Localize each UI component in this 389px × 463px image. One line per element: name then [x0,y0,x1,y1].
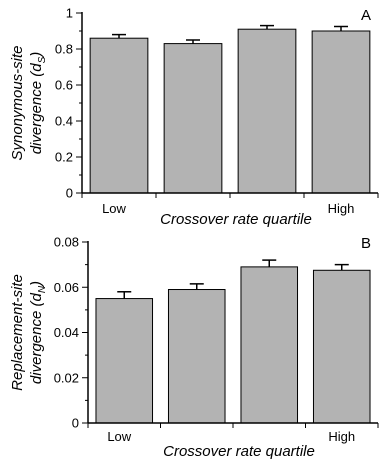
y-tick-label: 0.2 [55,150,73,165]
category-label-low: Low [102,201,126,216]
category-label-high: High [328,201,355,216]
y-tick-label: 0 [72,416,79,431]
bar-2 [163,43,223,194]
y-axis-label-line1: Synonymous-site [9,45,26,160]
y-tick-label: 0.4 [55,114,73,129]
bar-3 [240,266,299,424]
category-label-high: High [328,429,355,444]
bar-4 [311,30,371,194]
bar-2 [167,289,226,424]
panel-label: A [361,7,371,24]
y-axis-label-line2: divergence (dN) [28,281,48,384]
y-tick-label: 1 [66,6,73,21]
y-tick-label: 0 [66,186,73,201]
y-axis-label-line1: Replacement-site [9,274,26,391]
y-tick-label: 0.8 [55,42,73,57]
chart-panel-a: 0 0.2 0.4 0.6 0.8 1 Low High Crossover rate quar… [9,6,379,228]
chart-panel-b: 0 0.02 0.04 0.06 0.08 Low High Crossover rate q… [9,235,379,460]
y-tick-label: 0.6 [55,78,73,93]
bar-3 [237,28,297,194]
y-tick-label: 0.04 [54,325,79,340]
bar-1 [89,37,149,194]
y-tick-label: 0.08 [54,235,79,250]
y-tick-label: 0.02 [54,370,79,385]
bar-4 [312,269,371,424]
panel-label: B [361,235,371,252]
y-tick-label: 0.06 [54,280,79,295]
bar-1 [95,298,154,424]
y-axis-label-line2: divergence (dS) [28,52,48,155]
x-axis-label: Crossover rate quartile [163,443,315,460]
category-label-low: Low [107,429,131,444]
x-axis-label: Crossover rate quartile [160,211,312,228]
